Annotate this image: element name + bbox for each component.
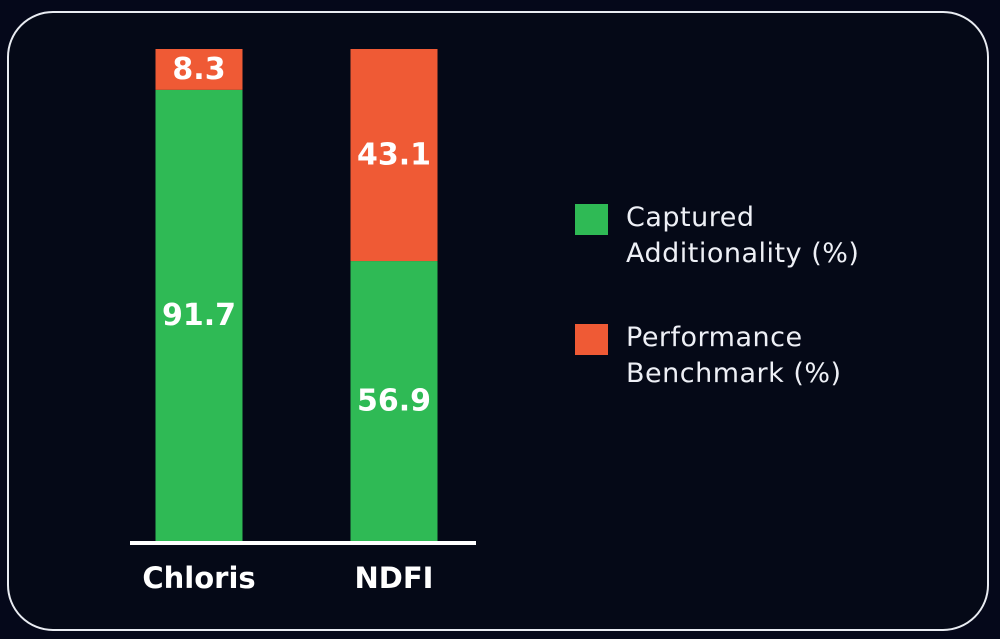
legend-swatch-performance-benchmark — [575, 324, 608, 355]
legend-item-captured-additionality: Captured Additionality (%) — [575, 200, 935, 320]
legend-item-performance-benchmark: Performance Benchmark (%) — [575, 320, 935, 440]
data-label-ndfi-performance-benchmark: 43.1 — [357, 138, 431, 173]
legend: Captured Additionality (%) Performance B… — [575, 200, 935, 440]
legend-swatch-captured-additionality — [575, 204, 608, 235]
data-label-chloris-captured-additionality: 91.7 — [162, 298, 236, 333]
bar-ndfi-performance-benchmark — [350, 49, 438, 262]
data-label-chloris-performance-benchmark: 8.3 — [172, 52, 225, 87]
data-label-ndfi-captured-additionality: 56.9 — [357, 384, 431, 419]
bar-chloris-captured-additionality — [155, 89, 243, 541]
bar-chloris-performance-benchmark — [155, 49, 243, 90]
x-tick-label-ndfi: NDFI — [355, 561, 434, 595]
legend-label-performance-benchmark: Performance Benchmark (%) — [626, 322, 842, 389]
x-tick-label-chloris: Chloris — [142, 561, 255, 595]
legend-label-captured-additionality: Captured Additionality (%) — [626, 202, 860, 269]
bar-ndfi-captured-additionality — [350, 261, 438, 541]
